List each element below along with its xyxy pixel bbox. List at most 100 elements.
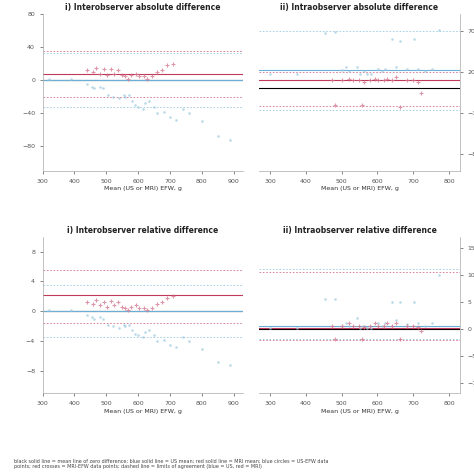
Point — [392, 73, 400, 81]
Point — [131, 101, 139, 109]
Point — [132, 70, 139, 77]
Point — [382, 319, 389, 327]
Point — [141, 100, 148, 107]
Point — [338, 76, 346, 84]
Point — [435, 271, 443, 278]
Point — [124, 75, 132, 82]
Point — [173, 116, 180, 124]
Point — [396, 298, 403, 305]
Point — [214, 358, 221, 366]
Point — [83, 81, 91, 88]
Point — [428, 66, 436, 73]
Point — [163, 294, 171, 302]
Point — [198, 118, 206, 125]
Point — [128, 97, 136, 105]
Point — [100, 298, 108, 305]
Point — [392, 319, 400, 327]
Point — [374, 65, 382, 73]
Point — [96, 70, 104, 77]
Point — [163, 62, 171, 69]
Point — [104, 91, 112, 99]
Point — [266, 70, 274, 77]
Text: black solid line = mean line of zero difference; blue solid line = US mean; red : black solid line = mean line of zero dif… — [14, 458, 329, 469]
Point — [100, 66, 108, 73]
Point — [380, 76, 388, 84]
Point — [374, 319, 382, 327]
Point — [83, 66, 91, 74]
Point — [328, 76, 336, 84]
Point — [403, 66, 410, 73]
Point — [148, 72, 155, 80]
Point — [121, 72, 128, 80]
Point — [371, 75, 378, 82]
Point — [89, 300, 97, 308]
Point — [346, 75, 353, 82]
Title: i) Interobserver relative difference: i) Interobserver relative difference — [67, 226, 219, 235]
Point — [360, 78, 368, 86]
Point — [103, 303, 111, 310]
Point — [140, 304, 148, 311]
Point — [403, 76, 410, 84]
Point — [103, 72, 111, 79]
Point — [349, 322, 357, 330]
Point — [360, 322, 368, 330]
Point — [346, 319, 353, 327]
Point — [110, 301, 118, 309]
Point — [409, 76, 416, 84]
Point — [166, 341, 174, 349]
Point — [349, 76, 357, 84]
Point — [342, 319, 350, 327]
Point — [45, 75, 53, 82]
X-axis label: Mean (US or MRI) EFW, g: Mean (US or MRI) EFW, g — [320, 409, 399, 414]
Point — [355, 322, 363, 330]
Point — [266, 324, 274, 331]
Point — [396, 336, 403, 343]
Point — [356, 324, 364, 331]
Point — [293, 324, 301, 331]
Point — [118, 72, 126, 79]
Point — [374, 322, 382, 330]
Point — [366, 322, 374, 330]
Point — [45, 306, 53, 314]
Point — [366, 76, 374, 84]
Point — [100, 315, 107, 323]
Point — [134, 331, 142, 339]
Point — [338, 322, 346, 330]
Point — [128, 326, 136, 334]
Point — [154, 109, 161, 117]
Point — [115, 66, 122, 74]
X-axis label: Mean (US or MRI) EFW, g: Mean (US or MRI) EFW, g — [320, 186, 399, 191]
Point — [364, 70, 371, 77]
X-axis label: Mean (US or MRI) EFW, g: Mean (US or MRI) EFW, g — [104, 186, 182, 191]
Point — [160, 108, 167, 115]
Point — [134, 103, 142, 110]
Point — [353, 314, 360, 321]
Point — [125, 91, 132, 99]
Point — [353, 63, 360, 71]
Point — [166, 113, 174, 121]
Point — [374, 76, 382, 84]
Point — [364, 324, 371, 331]
Point — [100, 85, 107, 92]
Point — [322, 295, 329, 303]
Point — [392, 317, 400, 324]
Point — [67, 75, 75, 82]
Point — [131, 330, 139, 337]
Point — [410, 298, 418, 305]
Point — [132, 301, 139, 309]
Point — [92, 64, 100, 72]
Point — [435, 26, 443, 34]
Point — [414, 66, 421, 73]
Title: i) Interobserver absolute difference: i) Interobserver absolute difference — [65, 3, 221, 12]
Point — [109, 93, 117, 100]
Point — [428, 319, 436, 327]
Point — [378, 67, 385, 75]
Point — [414, 323, 421, 331]
Point — [122, 322, 129, 330]
Title: ii) Intraobserver absolute difference: ii) Intraobserver absolute difference — [281, 3, 438, 12]
Point — [96, 301, 104, 309]
Point — [331, 101, 339, 109]
Point — [360, 67, 368, 75]
Point — [421, 67, 428, 75]
Point — [143, 75, 151, 82]
